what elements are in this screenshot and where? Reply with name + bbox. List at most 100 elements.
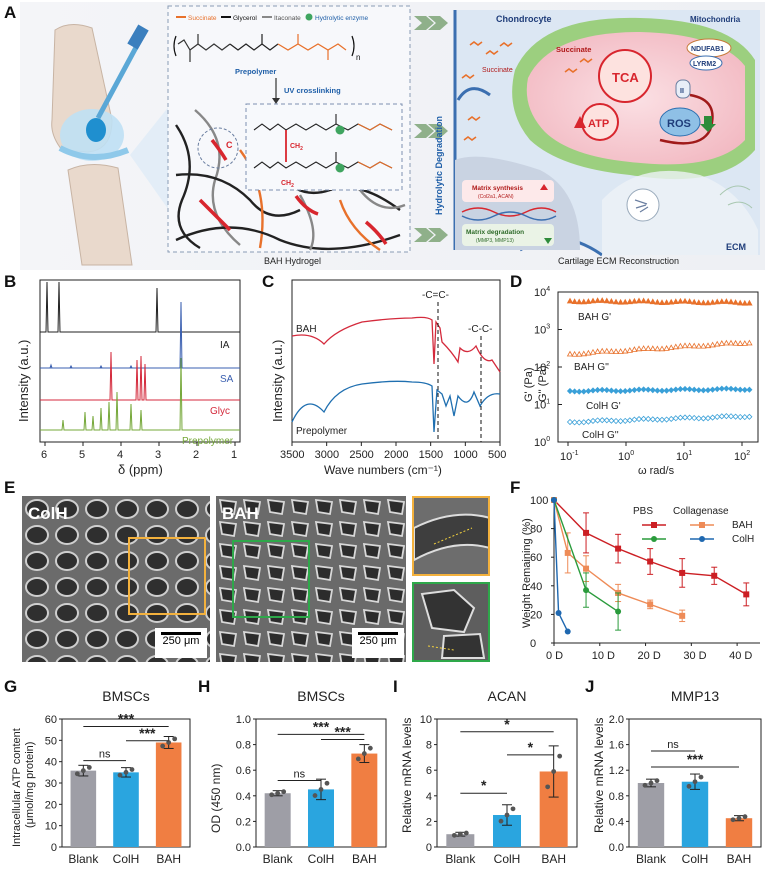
d-point — [612, 348, 620, 354]
c-xtick-label: 1000 — [453, 449, 477, 461]
d-point — [635, 415, 643, 423]
d-point — [580, 388, 587, 395]
d-point — [741, 414, 748, 421]
trace-label-prepolymer: Prepolymer — [182, 436, 234, 447]
b-xtick-label: 2 — [193, 449, 199, 461]
ndufab1-label: NDUFAB1 — [691, 46, 724, 53]
panel-f-degradation-chart: Weight Remaining (%) PBS Collagenase BAH… — [521, 495, 760, 662]
bar-dot — [730, 817, 736, 823]
prepolymer-label: Prepolymer — [235, 67, 276, 76]
sig-label: ns — [294, 768, 306, 780]
d-point — [718, 340, 725, 346]
legend-pbs-header: PBS — [633, 506, 653, 517]
panel-g-atp-chart: BMSCs Intracellular ATP content (μmol/mg p… — [11, 688, 191, 866]
nmr-trace-glyc — [40, 351, 240, 401]
bar-ylabel: OD (450 nm) — [209, 764, 223, 833]
bar-xtick-label: BAH — [727, 852, 752, 866]
nmr-trace-sa — [40, 301, 240, 369]
d-point — [718, 385, 725, 392]
panel-d-ylabel-1: G' (Pa) — [523, 368, 535, 403]
f-xtick-label: 10 D — [592, 650, 615, 662]
bar — [155, 742, 182, 847]
matrix-synthesis-label: Matrix synthesis — [472, 185, 523, 192]
succinate-label-1: Succinate — [556, 45, 591, 54]
d-point — [709, 414, 716, 421]
ftir-label-bah: BAH — [296, 324, 317, 335]
d-point — [635, 297, 643, 304]
d-point — [626, 298, 633, 305]
bar-ytick-label: 1.2 — [609, 765, 624, 777]
panel-i-acan-chart: ACAN Relative mRNA levels 0 2 4 6 8 10 Blank ColH… — [400, 688, 578, 866]
bar-xtick-label: ColH — [308, 852, 335, 866]
panel-d-ylabel-2: G'' (Pa) — [537, 365, 549, 402]
panel-h-od-chart: BMSCs OD (450 nm) 0.0 0.2 0.4 0.6 0.8 1.0 Blank C… — [209, 688, 387, 866]
f-point — [583, 529, 590, 536]
bar-dot — [463, 830, 469, 836]
bar-dot — [281, 789, 287, 795]
d-point — [686, 386, 693, 393]
matrix-degradation-sub: (MMP3, MMP13) — [476, 238, 514, 244]
d-point — [732, 299, 739, 305]
sem-roi-colh — [128, 537, 206, 615]
matrix-degradation-label: Matrix degradation — [466, 229, 524, 236]
panel-label-g: G — [4, 677, 18, 696]
d-point — [737, 299, 744, 306]
bar-dot — [324, 780, 330, 786]
d-point — [672, 386, 679, 393]
panel-c-xlabel: Wave numbers (cm⁻¹) — [324, 463, 442, 477]
d-xtick-label: 101 — [676, 450, 692, 463]
prepolymer-structure — [173, 34, 355, 62]
d-point — [732, 413, 739, 420]
panel-f-ylabel: Weight Remaining (%) — [521, 518, 533, 628]
sig-label: * — [504, 716, 510, 732]
d-point — [599, 386, 606, 393]
d-point — [672, 298, 679, 304]
atp-label: ATP — [588, 118, 609, 130]
d-point — [658, 387, 666, 394]
trace-label-glyc: Glyc — [210, 406, 230, 417]
d-point — [617, 348, 624, 354]
bar-dot — [117, 772, 123, 778]
panel-label-a: A — [4, 3, 17, 22]
bar-ytick-label: 10 — [45, 821, 57, 833]
d-point — [677, 414, 684, 421]
ch2-label-2: CH2 — [281, 180, 294, 189]
sig-label: * — [481, 777, 487, 793]
bar-dot — [648, 780, 654, 786]
d-point — [649, 387, 656, 394]
d-point — [576, 350, 583, 357]
bar-dot — [642, 782, 648, 788]
bar-dot — [457, 831, 463, 837]
bar-dot — [80, 768, 86, 774]
d-point — [599, 297, 606, 303]
d-point — [723, 298, 730, 304]
f-point — [743, 591, 750, 598]
bar-ylabel-2: (μmol/mg protein) — [24, 742, 36, 828]
panel-c-ftir: Intensity (a.u.) 3500 3000 2500 2000 1500 100… — [270, 279, 506, 477]
f-point — [583, 587, 590, 594]
subscript-n: n — [356, 53, 360, 62]
d-point — [672, 415, 679, 422]
bar-ytick-label: 2 — [426, 816, 432, 828]
bar-ytick-label: 0.4 — [609, 816, 624, 828]
d-point — [654, 298, 661, 305]
f-point — [555, 609, 562, 616]
d-point — [571, 298, 578, 304]
legend-enzyme: Hydrolytic enzyme — [315, 15, 368, 22]
sem-zoom-texture-colh — [414, 513, 488, 562]
d-point — [576, 298, 583, 305]
d-point — [695, 299, 702, 305]
sig-label: *** — [313, 718, 330, 734]
bar-xtick-label: ColH — [682, 852, 709, 866]
d-point — [626, 417, 633, 424]
f-ytick-label: 40 — [530, 581, 542, 593]
d-point — [622, 347, 629, 354]
d-point — [723, 339, 730, 346]
ch2-label: CH2 — [290, 143, 303, 152]
bar — [264, 793, 291, 847]
sig-label: *** — [118, 710, 135, 726]
d-point — [631, 416, 638, 423]
d-point — [594, 297, 601, 303]
bar-dot — [504, 812, 510, 818]
legend-itaconate: Itaconate — [274, 15, 301, 22]
